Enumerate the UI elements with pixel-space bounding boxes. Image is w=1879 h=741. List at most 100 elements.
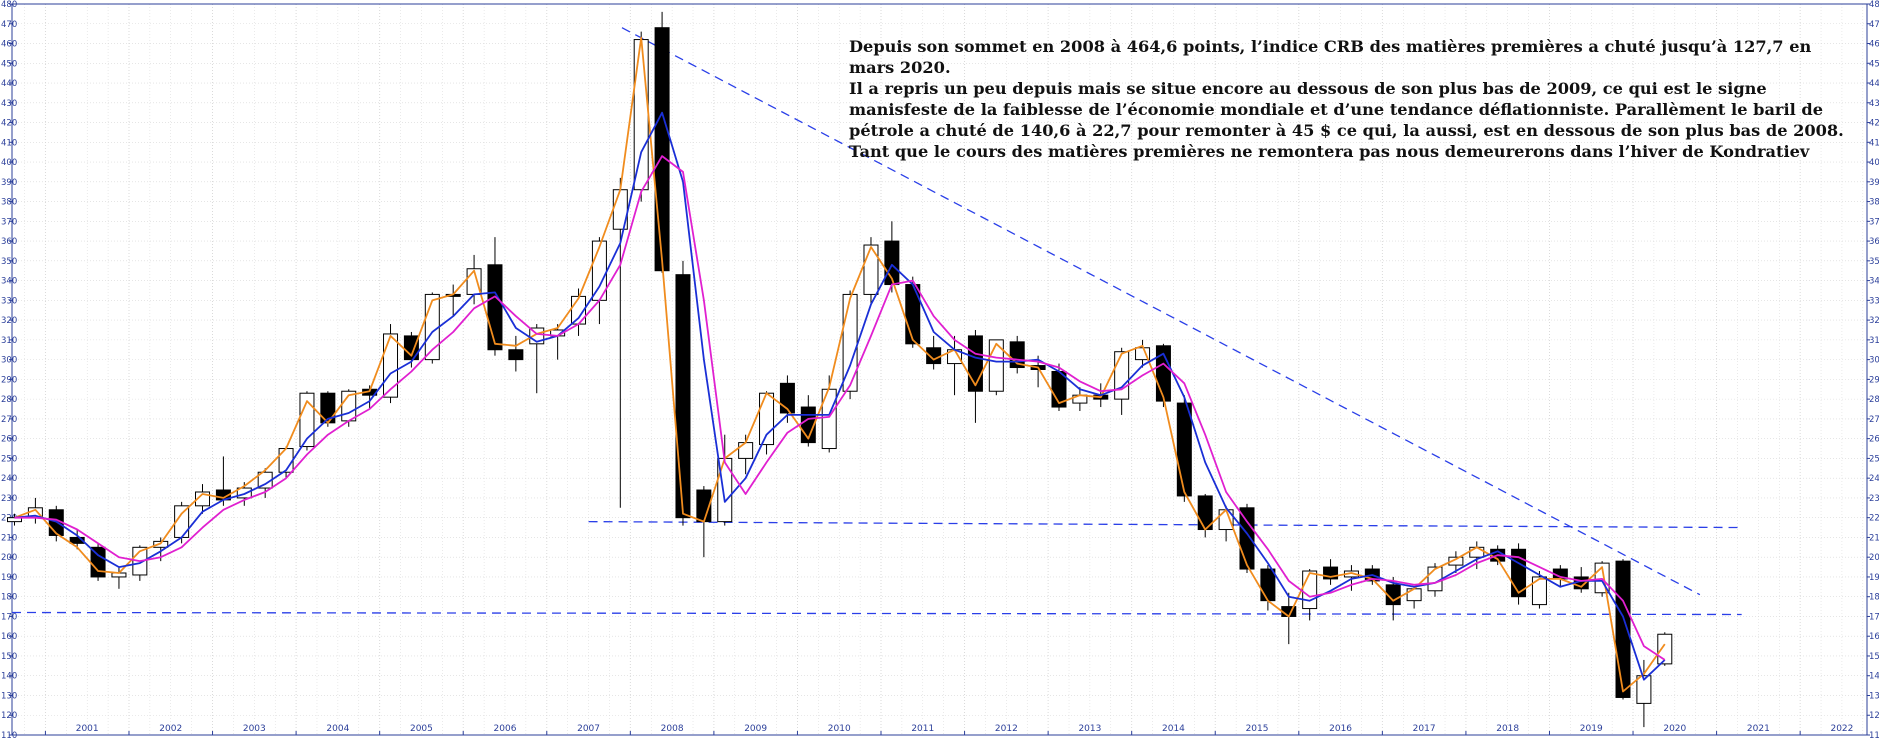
y-tick-label: 380 bbox=[1869, 198, 1879, 208]
y-tick-label: 400 bbox=[1, 158, 17, 168]
y-tick-label: 200 bbox=[1, 553, 17, 563]
candle-up bbox=[1427, 566, 1443, 592]
y-tick-label: 360 bbox=[1, 237, 17, 247]
candle-up bbox=[863, 244, 879, 295]
y-tick-label: 150 bbox=[1, 652, 17, 662]
candle-down bbox=[508, 349, 524, 361]
candle-up bbox=[236, 487, 252, 499]
y-tick-label: 410 bbox=[1, 138, 17, 148]
y-tick-label: 230 bbox=[1, 494, 17, 504]
trendline-support-2009 bbox=[588, 520, 1742, 529]
plot-frame bbox=[11, 3, 1868, 736]
annotation-line-2: Il a repris un peu depuis mais se situe … bbox=[849, 79, 1844, 161]
y-tick-label: 330 bbox=[1, 296, 17, 306]
x-tick-label: 2017 bbox=[1413, 724, 1436, 734]
y-tick-label: 140 bbox=[1869, 672, 1879, 682]
y-tick-label: 360 bbox=[1869, 237, 1879, 247]
y-tick-label: 310 bbox=[1, 336, 17, 346]
y-tick-label: 170 bbox=[1, 612, 17, 622]
y-tick-label: 440 bbox=[1869, 79, 1879, 89]
trendlines bbox=[11, 27, 1742, 616]
x-tick-label: 2020 bbox=[1663, 724, 1686, 734]
x-tick-label: 2007 bbox=[577, 724, 600, 734]
x-tick-label: 2019 bbox=[1580, 724, 1603, 734]
y-tick-label: 290 bbox=[1869, 375, 1879, 385]
y-tick-label: 150 bbox=[1869, 652, 1879, 662]
candle-up bbox=[1636, 675, 1652, 704]
trendline-support-long bbox=[11, 611, 1742, 616]
y-tick-label: 190 bbox=[1, 573, 17, 583]
y-tick-label: 340 bbox=[1, 277, 17, 287]
candle-up bbox=[278, 448, 294, 473]
y-tick-label: 420 bbox=[1, 119, 17, 129]
y-tick-label: 430 bbox=[1869, 99, 1879, 109]
y-tick-label: 390 bbox=[1, 178, 17, 188]
y-tick-label: 250 bbox=[1, 454, 17, 464]
x-tick-label: 2012 bbox=[995, 724, 1018, 734]
y-tick-label: 450 bbox=[1, 59, 17, 69]
candle-down bbox=[69, 536, 85, 544]
x-tick-label: 2006 bbox=[494, 724, 517, 734]
x-tick-label: 2022 bbox=[1830, 724, 1853, 734]
x-tick-label: 2002 bbox=[159, 724, 182, 734]
candle-up bbox=[1657, 633, 1673, 665]
candle-down bbox=[675, 274, 691, 519]
x-axis: 2001 2002 2003 2004 2005 2006 2007 2008 2009 2010… bbox=[44, 724, 1853, 735]
y-tick-label: 160 bbox=[1, 632, 17, 642]
y-tick-label: 270 bbox=[1, 415, 17, 425]
y-tick-label: 320 bbox=[1, 316, 17, 326]
trendline-resistance bbox=[621, 27, 1701, 596]
y-tick-label: 110 bbox=[1869, 731, 1879, 741]
candle-up bbox=[633, 39, 649, 191]
y-tick-label: 470 bbox=[1869, 20, 1879, 30]
moving-average-blue bbox=[14, 111, 1666, 681]
y-tick-label: 200 bbox=[1869, 553, 1879, 563]
y-tick-label: 130 bbox=[1, 691, 17, 701]
annotation-line-1: Depuis son sommet en 2008 à 464,6 points… bbox=[849, 37, 1812, 77]
y-axis-right: 110 120 130 140 150 160 170 180 190 200 210 220 230 2… bbox=[1867, 0, 1879, 741]
x-tick-label: 2004 bbox=[326, 724, 349, 734]
candle-up bbox=[738, 442, 754, 459]
x-tick-label: 2013 bbox=[1078, 724, 1101, 734]
moving-averages bbox=[14, 36, 1666, 693]
y-tick-label: 110 bbox=[1, 731, 17, 741]
y-tick-label: 260 bbox=[1, 435, 17, 445]
candle-down bbox=[487, 264, 503, 351]
annotation-text: Depuis son sommet en 2008 à 464,6 points… bbox=[849, 36, 1859, 162]
y-tick-label: 240 bbox=[1, 474, 17, 484]
y-tick-label: 300 bbox=[1869, 356, 1879, 366]
x-tick-label: 2021 bbox=[1747, 724, 1770, 734]
y-tick-label: 460 bbox=[1869, 40, 1879, 50]
y-tick-label: 300 bbox=[1, 356, 17, 366]
candle-down bbox=[654, 27, 670, 272]
y-tick-label: 440 bbox=[1, 79, 17, 89]
y-tick-label: 220 bbox=[1869, 514, 1879, 524]
x-tick-label: 2018 bbox=[1496, 724, 1519, 734]
y-tick-label: 250 bbox=[1869, 454, 1879, 464]
y-tick-label: 430 bbox=[1, 99, 17, 109]
candle-up bbox=[759, 392, 775, 446]
x-tick-label: 2014 bbox=[1162, 724, 1185, 734]
x-tick-label: 2001 bbox=[76, 724, 99, 734]
x-tick-label: 2016 bbox=[1329, 724, 1352, 734]
y-tick-label: 330 bbox=[1869, 296, 1879, 306]
y-tick-label: 340 bbox=[1869, 277, 1879, 287]
y-tick-label: 280 bbox=[1, 395, 17, 405]
y-tick-label: 480 bbox=[1869, 0, 1879, 10]
moving-average-magenta bbox=[14, 155, 1666, 661]
candle-down bbox=[1615, 560, 1631, 698]
y-tick-label: 120 bbox=[1, 711, 17, 721]
candle-up bbox=[1302, 570, 1318, 610]
y-tick-label: 470 bbox=[1, 20, 17, 30]
y-tick-label: 140 bbox=[1, 672, 17, 682]
y-tick-label: 290 bbox=[1, 375, 17, 385]
y-tick-label: 450 bbox=[1869, 59, 1879, 69]
y-tick-label: 210 bbox=[1869, 533, 1879, 543]
candle-down bbox=[1260, 568, 1276, 602]
y-tick-label: 310 bbox=[1869, 336, 1879, 346]
y-tick-label: 370 bbox=[1869, 217, 1879, 227]
y-tick-label: 480 bbox=[1, 0, 17, 10]
y-tick-label: 130 bbox=[1869, 691, 1879, 701]
y-tick-label: 280 bbox=[1869, 395, 1879, 405]
